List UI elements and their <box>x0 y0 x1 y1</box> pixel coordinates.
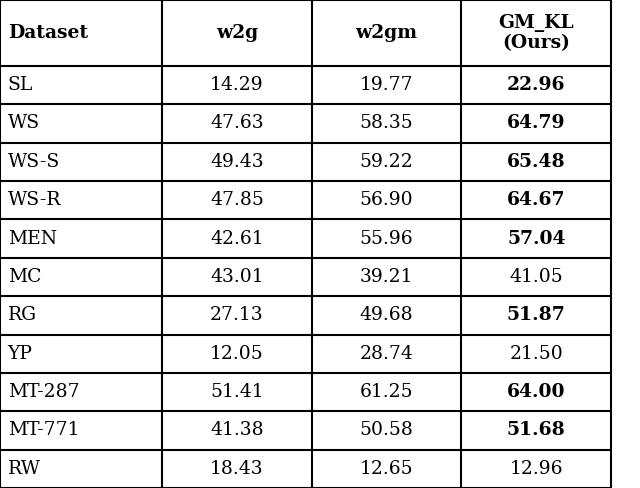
Text: 12.05: 12.05 <box>210 345 264 363</box>
Text: 55.96: 55.96 <box>360 229 413 247</box>
Text: 42.61: 42.61 <box>210 229 264 247</box>
Text: w2gm: w2gm <box>356 24 417 42</box>
Text: 61.25: 61.25 <box>360 383 413 401</box>
Text: RW: RW <box>8 460 41 478</box>
Text: 51.68: 51.68 <box>507 422 566 439</box>
Text: 19.77: 19.77 <box>360 76 413 94</box>
Text: 49.43: 49.43 <box>210 153 264 171</box>
Text: 41.05: 41.05 <box>509 268 563 286</box>
Text: 27.13: 27.13 <box>210 306 264 325</box>
Text: WS: WS <box>8 115 40 132</box>
Text: 51.87: 51.87 <box>507 306 566 325</box>
Text: w2g: w2g <box>216 24 258 42</box>
Text: 18.43: 18.43 <box>210 460 264 478</box>
Text: 47.63: 47.63 <box>210 115 264 132</box>
Text: 51.41: 51.41 <box>210 383 264 401</box>
Text: 59.22: 59.22 <box>360 153 413 171</box>
Text: 12.65: 12.65 <box>360 460 413 478</box>
Text: Dataset: Dataset <box>8 24 88 42</box>
Text: GM_KL
(Ours): GM_KL (Ours) <box>499 14 574 52</box>
Text: 58.35: 58.35 <box>360 115 413 132</box>
Text: RG: RG <box>8 306 37 325</box>
Text: 14.29: 14.29 <box>210 76 264 94</box>
Text: 49.68: 49.68 <box>360 306 413 325</box>
Text: MT-287: MT-287 <box>8 383 79 401</box>
Text: 64.00: 64.00 <box>507 383 566 401</box>
Text: 21.50: 21.50 <box>509 345 563 363</box>
Text: 41.38: 41.38 <box>210 422 264 439</box>
Text: 64.79: 64.79 <box>507 115 566 132</box>
Text: MT-771: MT-771 <box>8 422 79 439</box>
Text: 43.01: 43.01 <box>210 268 264 286</box>
Text: WS-S: WS-S <box>8 153 60 171</box>
Text: 22.96: 22.96 <box>507 76 566 94</box>
Text: MEN: MEN <box>8 229 57 247</box>
Text: 39.21: 39.21 <box>360 268 413 286</box>
Text: 57.04: 57.04 <box>507 229 566 247</box>
Text: 50.58: 50.58 <box>360 422 413 439</box>
Text: 12.96: 12.96 <box>509 460 563 478</box>
Text: 28.74: 28.74 <box>360 345 413 363</box>
Text: 65.48: 65.48 <box>507 153 566 171</box>
Text: WS-R: WS-R <box>8 191 61 209</box>
Text: 64.67: 64.67 <box>507 191 566 209</box>
Text: 56.90: 56.90 <box>360 191 413 209</box>
Text: MC: MC <box>8 268 41 286</box>
Text: YP: YP <box>8 345 33 363</box>
Text: 47.85: 47.85 <box>210 191 264 209</box>
Text: SL: SL <box>8 76 33 94</box>
